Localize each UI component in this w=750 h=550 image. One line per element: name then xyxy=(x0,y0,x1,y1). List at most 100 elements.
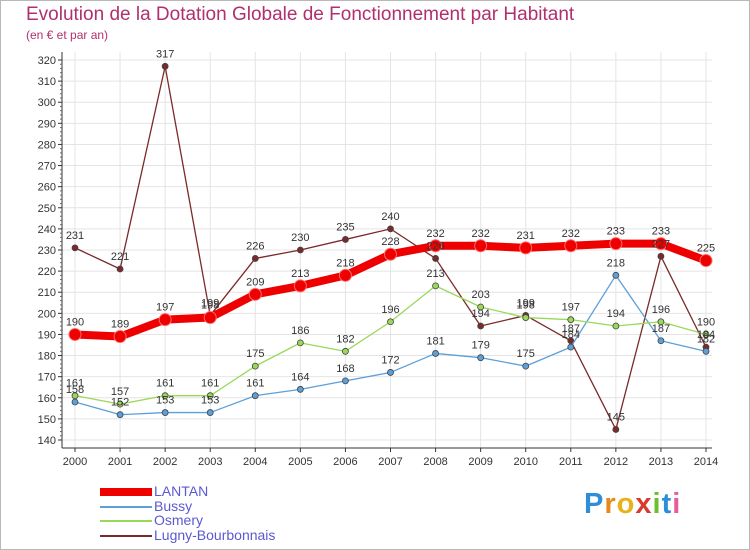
y-tick-label: 290 xyxy=(38,118,56,130)
data-label-lugny-bourbonnais: 231 xyxy=(66,230,84,242)
data-label-lugny-bourbonnais: 199 xyxy=(517,297,535,309)
point-lantan xyxy=(203,311,217,325)
point-bussy xyxy=(702,347,710,355)
legend-swatch-lugny-bourbonnais xyxy=(100,534,152,537)
y-tick-label: 240 xyxy=(38,224,56,236)
y-tick-label: 150 xyxy=(38,414,56,426)
point-bussy xyxy=(71,398,79,406)
point-osmery xyxy=(477,303,485,311)
point-lantan xyxy=(519,241,533,255)
logo-letter: x xyxy=(635,488,653,520)
legend-label: LANTAN xyxy=(154,483,209,499)
data-label-osmery: 194 xyxy=(607,308,625,320)
point-osmery xyxy=(387,318,394,326)
data-label-bussy: 168 xyxy=(336,363,354,375)
x-tick-label: 2000 xyxy=(63,456,87,468)
point-bussy xyxy=(251,392,259,400)
point-osmery xyxy=(612,322,620,330)
point-lantan xyxy=(338,268,352,282)
chart-title: Evolution de la Dotation Globale de Fonc… xyxy=(26,4,575,25)
x-tick-label: 2009 xyxy=(468,456,492,468)
point-lantan xyxy=(429,239,443,253)
y-tick-label: 280 xyxy=(38,139,56,151)
data-label-osmery: 161 xyxy=(201,378,219,390)
data-label-lugny-bourbonnais: 187 xyxy=(562,323,580,335)
y-tick-label: 270 xyxy=(38,161,56,173)
data-label-osmery: 157 xyxy=(111,386,129,398)
y-tick-label: 230 xyxy=(38,245,56,257)
y-tick-label: 200 xyxy=(38,308,56,320)
data-label-lugny-bourbonnais: 230 xyxy=(291,232,309,244)
data-label-lantan: 232 xyxy=(471,228,489,240)
point-bussy xyxy=(477,354,485,362)
y-tick-label: 300 xyxy=(38,97,56,109)
logo-letter: r xyxy=(604,488,617,520)
data-label-lantan: 189 xyxy=(111,319,129,331)
y-tick-label: 220 xyxy=(38,266,56,278)
logo-letter: i xyxy=(652,488,662,520)
point-bussy xyxy=(612,271,620,279)
data-label-osmery: 161 xyxy=(66,378,84,390)
point-lantan xyxy=(699,254,713,268)
data-label-lantan: 233 xyxy=(607,226,625,238)
x-tick-label: 2004 xyxy=(243,456,267,468)
data-label-lantan: 232 xyxy=(426,228,444,240)
point-lantan xyxy=(158,313,172,327)
point-lantan xyxy=(248,287,262,301)
data-label-lugny-bourbonnais: 226 xyxy=(246,240,264,252)
data-label-bussy: 161 xyxy=(246,378,264,390)
legend-label: Osmery xyxy=(154,512,203,528)
x-tick-label: 2001 xyxy=(108,456,132,468)
data-label-osmery: 190 xyxy=(697,316,715,328)
x-tick-label: 2007 xyxy=(378,456,402,468)
point-bussy xyxy=(161,409,169,416)
data-label-lantan: 197 xyxy=(156,302,174,314)
data-label-bussy: 179 xyxy=(471,340,489,352)
point-lantan xyxy=(68,327,82,341)
y-tick-label: 320 xyxy=(38,55,56,67)
point-osmery xyxy=(71,392,79,400)
point-lantan xyxy=(113,330,127,344)
point-osmery xyxy=(522,314,530,321)
point-lugny-bourbonnais xyxy=(251,255,259,262)
data-label-lugny-bourbonnais: 194 xyxy=(471,308,489,320)
y-tick-label: 190 xyxy=(38,329,56,341)
x-tick-label: 2005 xyxy=(288,456,312,468)
data-label-osmery: 186 xyxy=(291,325,309,337)
data-label-bussy: 164 xyxy=(291,371,309,383)
point-lantan xyxy=(474,239,488,253)
point-osmery xyxy=(116,400,124,408)
data-label-lantan: 198 xyxy=(201,300,219,312)
point-lantan xyxy=(654,237,668,251)
y-tick-label: 210 xyxy=(38,287,56,299)
logo-letter: i xyxy=(672,488,682,520)
data-label-osmery: 196 xyxy=(652,304,670,316)
proxiti-logo: Proxiti xyxy=(584,488,681,521)
data-label-osmery: 161 xyxy=(156,378,174,390)
data-label-osmery: 198 xyxy=(517,300,535,312)
point-bussy xyxy=(342,377,349,385)
x-tick-label: 2002 xyxy=(153,456,177,468)
data-label-bussy: 152 xyxy=(111,397,129,409)
logo-letter: o xyxy=(616,488,636,520)
point-lugny-bourbonnais xyxy=(116,265,124,273)
data-label-bussy: 153 xyxy=(201,395,219,407)
point-osmery xyxy=(432,282,439,290)
point-lantan xyxy=(293,279,307,293)
point-osmery xyxy=(206,392,214,400)
data-label-osmery: 175 xyxy=(246,348,264,360)
legend-swatch-osmery xyxy=(100,520,152,522)
data-label-bussy: 181 xyxy=(426,335,444,347)
chart-subtitle: (en € et par an) xyxy=(26,28,109,42)
point-osmery xyxy=(657,318,665,326)
legend-label: Bussy xyxy=(154,497,193,514)
point-osmery xyxy=(296,339,304,347)
x-tick-label: 2008 xyxy=(423,456,447,468)
point-lugny-bourbonnais xyxy=(296,246,304,254)
data-label-lantan: 232 xyxy=(562,228,580,240)
point-bussy xyxy=(387,369,394,376)
data-label-bussy: 182 xyxy=(697,333,715,345)
point-lugny-bourbonnais xyxy=(657,252,665,260)
point-lantan xyxy=(609,237,623,251)
data-label-lugny-bourbonnais: 317 xyxy=(156,48,174,60)
